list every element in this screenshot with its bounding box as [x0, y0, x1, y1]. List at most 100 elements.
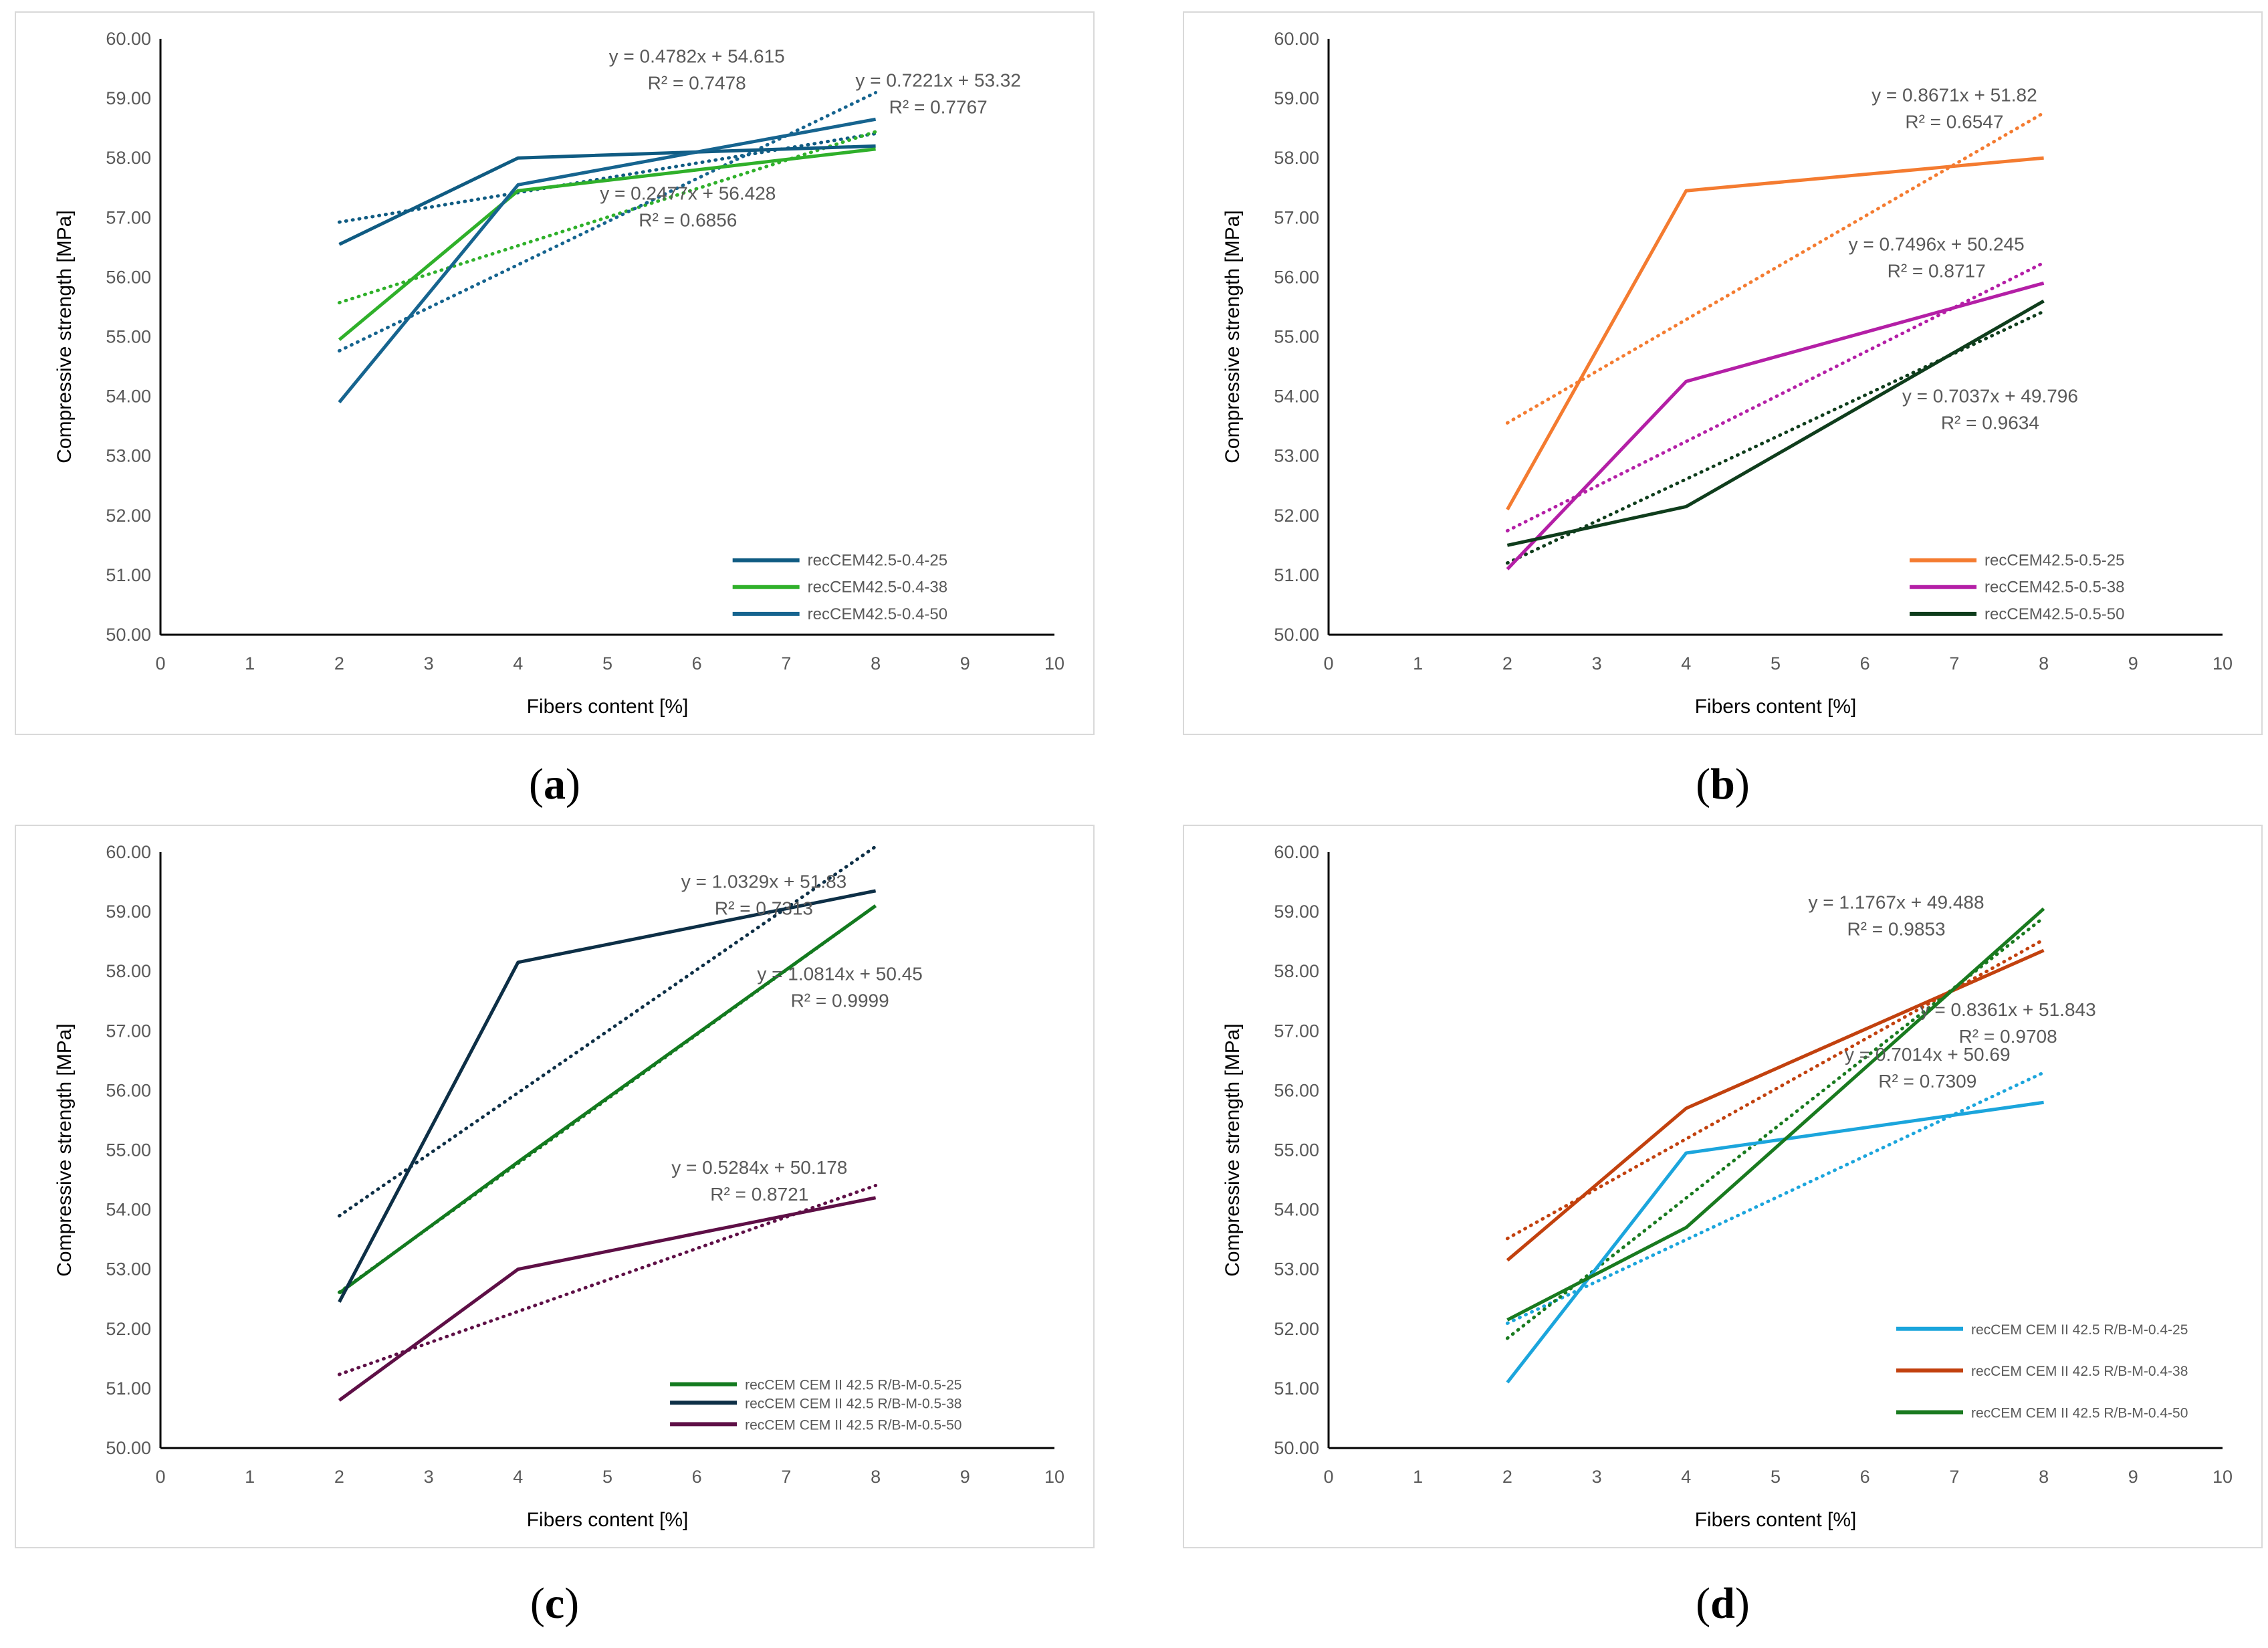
y-tick-label: 53.00 — [106, 446, 151, 466]
series-line — [338, 144, 876, 246]
trendline-r2: R² = 0.8717 — [1888, 260, 1986, 281]
y-tick-label: 50.00 — [106, 1438, 151, 1458]
y-tick-label: 52.00 — [106, 506, 151, 526]
trendline-r2: R² = 0.7313 — [715, 898, 813, 919]
y-tick-label: 55.00 — [1274, 327, 1319, 347]
y-tick-label: 54.00 — [106, 387, 151, 407]
legend-label: recCEM CEM II 42.5 R/B-M-0.4-25 — [1971, 1322, 2188, 1338]
x-tick-label: 2 — [334, 1467, 344, 1487]
x-axis-title: Fibers content [%] — [527, 696, 689, 718]
x-tick-label: 5 — [1771, 1467, 1781, 1487]
x-tick-label: 2 — [1502, 653, 1512, 674]
x-tick-label: 6 — [1860, 1467, 1870, 1487]
x-tick-label: 3 — [1592, 653, 1602, 674]
chart-panel-b: 50.00 51.00 52.00 53.00 54.00 55.00 56.00 57.00… — [1183, 11, 2263, 735]
y-tick-label: 52.00 — [106, 1319, 151, 1339]
y-tick-label: 50.00 — [1274, 625, 1319, 645]
y-tick-label: 52.00 — [1274, 506, 1319, 526]
chart-c: 50.00 51.00 52.00 53.00 54.00 55.00 56.00 57.00… — [53, 842, 1064, 1531]
trendline-r2: R² = 0.9634 — [1941, 413, 2039, 433]
caption-b: (b) — [1696, 760, 1750, 809]
legend-label: recCEM CEM II 42.5 R/B-M-0.5-50 — [745, 1417, 961, 1433]
series-line — [1506, 156, 2044, 511]
y-tick-label: 56.00 — [1274, 267, 1319, 287]
y-tick-label: 57.00 — [1274, 1021, 1319, 1041]
trendline-r2: R² = 0.9999 — [791, 991, 889, 1011]
series-line — [338, 1196, 877, 1402]
y-tick-label: 53.00 — [1274, 446, 1319, 466]
y-tick-label: 50.00 — [1274, 1438, 1319, 1458]
trendline-r2: R² = 0.9853 — [1847, 919, 1945, 940]
caption-letter: c — [544, 1579, 565, 1628]
x-tick-label: 7 — [1949, 653, 1959, 674]
series-line — [338, 117, 877, 404]
x-tick-label: 10 — [1044, 653, 1064, 674]
y-tick-label: 50.00 — [106, 625, 151, 645]
x-tick-label: 10 — [1044, 1467, 1064, 1487]
trendline-equation: y = 0.7496x + 50.245 — [1849, 233, 2025, 254]
x-tick-label: 5 — [1771, 653, 1781, 674]
y-tick-label: 59.00 — [106, 902, 151, 922]
y-tick-label: 57.00 — [106, 207, 151, 227]
chart-panel-d: 50.00 51.00 52.00 53.00 54.00 55.00 56.00 57.00… — [1183, 825, 2263, 1548]
caption-letter: b — [1710, 760, 1735, 809]
y-tick-label: 51.00 — [1274, 1378, 1319, 1399]
x-tick-label: 10 — [2213, 653, 2233, 674]
trendline — [1505, 938, 2046, 1241]
x-tick-label: 3 — [424, 653, 434, 674]
series-line — [338, 904, 877, 1295]
trendline-equation: y = 0.8361x + 51.843 — [1920, 999, 2096, 1020]
x-tick-label: 3 — [1592, 1467, 1602, 1487]
x-tick-label: 6 — [1860, 653, 1870, 674]
y-tick-label: 51.00 — [106, 1378, 151, 1399]
y-tick-label: 60.00 — [1274, 842, 1319, 862]
x-tick-label: 1 — [245, 1467, 255, 1487]
chart-panel-a: 50.00 51.00 52.00 53.00 54.00 55.00 56.00 57.00… — [15, 11, 1095, 735]
x-tick-label: 10 — [2213, 1467, 2233, 1487]
y-tick-label: 54.00 — [106, 1200, 151, 1220]
x-tick-label: 0 — [155, 1467, 165, 1487]
x-tick-label: 8 — [871, 1467, 881, 1487]
y-tick-label: 51.00 — [1274, 565, 1319, 585]
x-tick-label: 3 — [424, 1467, 434, 1487]
y-tick-label: 56.00 — [1274, 1080, 1319, 1100]
y-tick-label: 55.00 — [106, 1140, 151, 1160]
trendline-equation: y = 0.7037x + 49.796 — [1902, 386, 2078, 407]
x-tick-label: 5 — [602, 653, 612, 674]
trendline-r2: R² = 0.7478 — [648, 73, 746, 94]
y-tick-label: 60.00 — [106, 842, 151, 862]
series-line — [338, 147, 876, 341]
x-tick-label: 4 — [513, 653, 523, 674]
x-axis-title: Fibers content [%] — [1695, 1509, 1857, 1531]
chart-b: 50.00 51.00 52.00 53.00 54.00 55.00 56.00 57.00… — [1222, 29, 2233, 718]
x-tick-label: 7 — [781, 1467, 791, 1487]
y-tick-label: 54.00 — [1274, 1200, 1319, 1220]
trendline-equation: y = 1.1767x + 49.488 — [1808, 892, 1984, 913]
x-tick-label: 1 — [1413, 653, 1423, 674]
y-tick-label: 58.00 — [106, 961, 151, 981]
chart-a: 50.00 51.00 52.00 53.00 54.00 55.00 56.00 57.00… — [53, 29, 1064, 718]
x-tick-label: 2 — [334, 653, 344, 674]
x-tick-label: 9 — [960, 653, 970, 674]
trendline-r2: R² = 0.7309 — [1878, 1071, 1976, 1092]
trendline-equation: y = 1.0329x + 51.83 — [681, 871, 847, 892]
legend-label: recCEM CEM II 42.5 R/B-M-0.4-38 — [1971, 1364, 2188, 1379]
chart-panel-c: 50.00 51.00 52.00 53.00 54.00 55.00 56.00 57.00… — [15, 825, 1095, 1548]
y-tick-label: 58.00 — [1274, 961, 1319, 981]
trendline-equation: y = 0.5284x + 50.178 — [671, 1157, 847, 1178]
y-tick-label: 51.00 — [106, 565, 151, 585]
trendline — [337, 90, 878, 353]
y-tick-label: 59.00 — [1274, 902, 1319, 922]
x-tick-label: 0 — [155, 653, 165, 674]
legend-label: recCEM42.5-0.4-50 — [808, 605, 947, 623]
x-tick-label: 4 — [513, 1467, 523, 1487]
y-axis-title: Compressive strength [MPa] — [1222, 1023, 1244, 1276]
x-tick-label: 9 — [960, 1467, 970, 1487]
x-tick-label: 6 — [692, 1467, 702, 1487]
series-line — [1506, 1100, 2044, 1384]
y-tick-label: 59.00 — [1274, 88, 1319, 108]
trendline-equation: y = 0.4782x + 54.615 — [609, 46, 785, 67]
y-axis-title: Compressive strength [MPa] — [1222, 210, 1244, 463]
trendline — [1505, 1071, 2046, 1326]
x-tick-label: 8 — [2039, 1467, 2049, 1487]
